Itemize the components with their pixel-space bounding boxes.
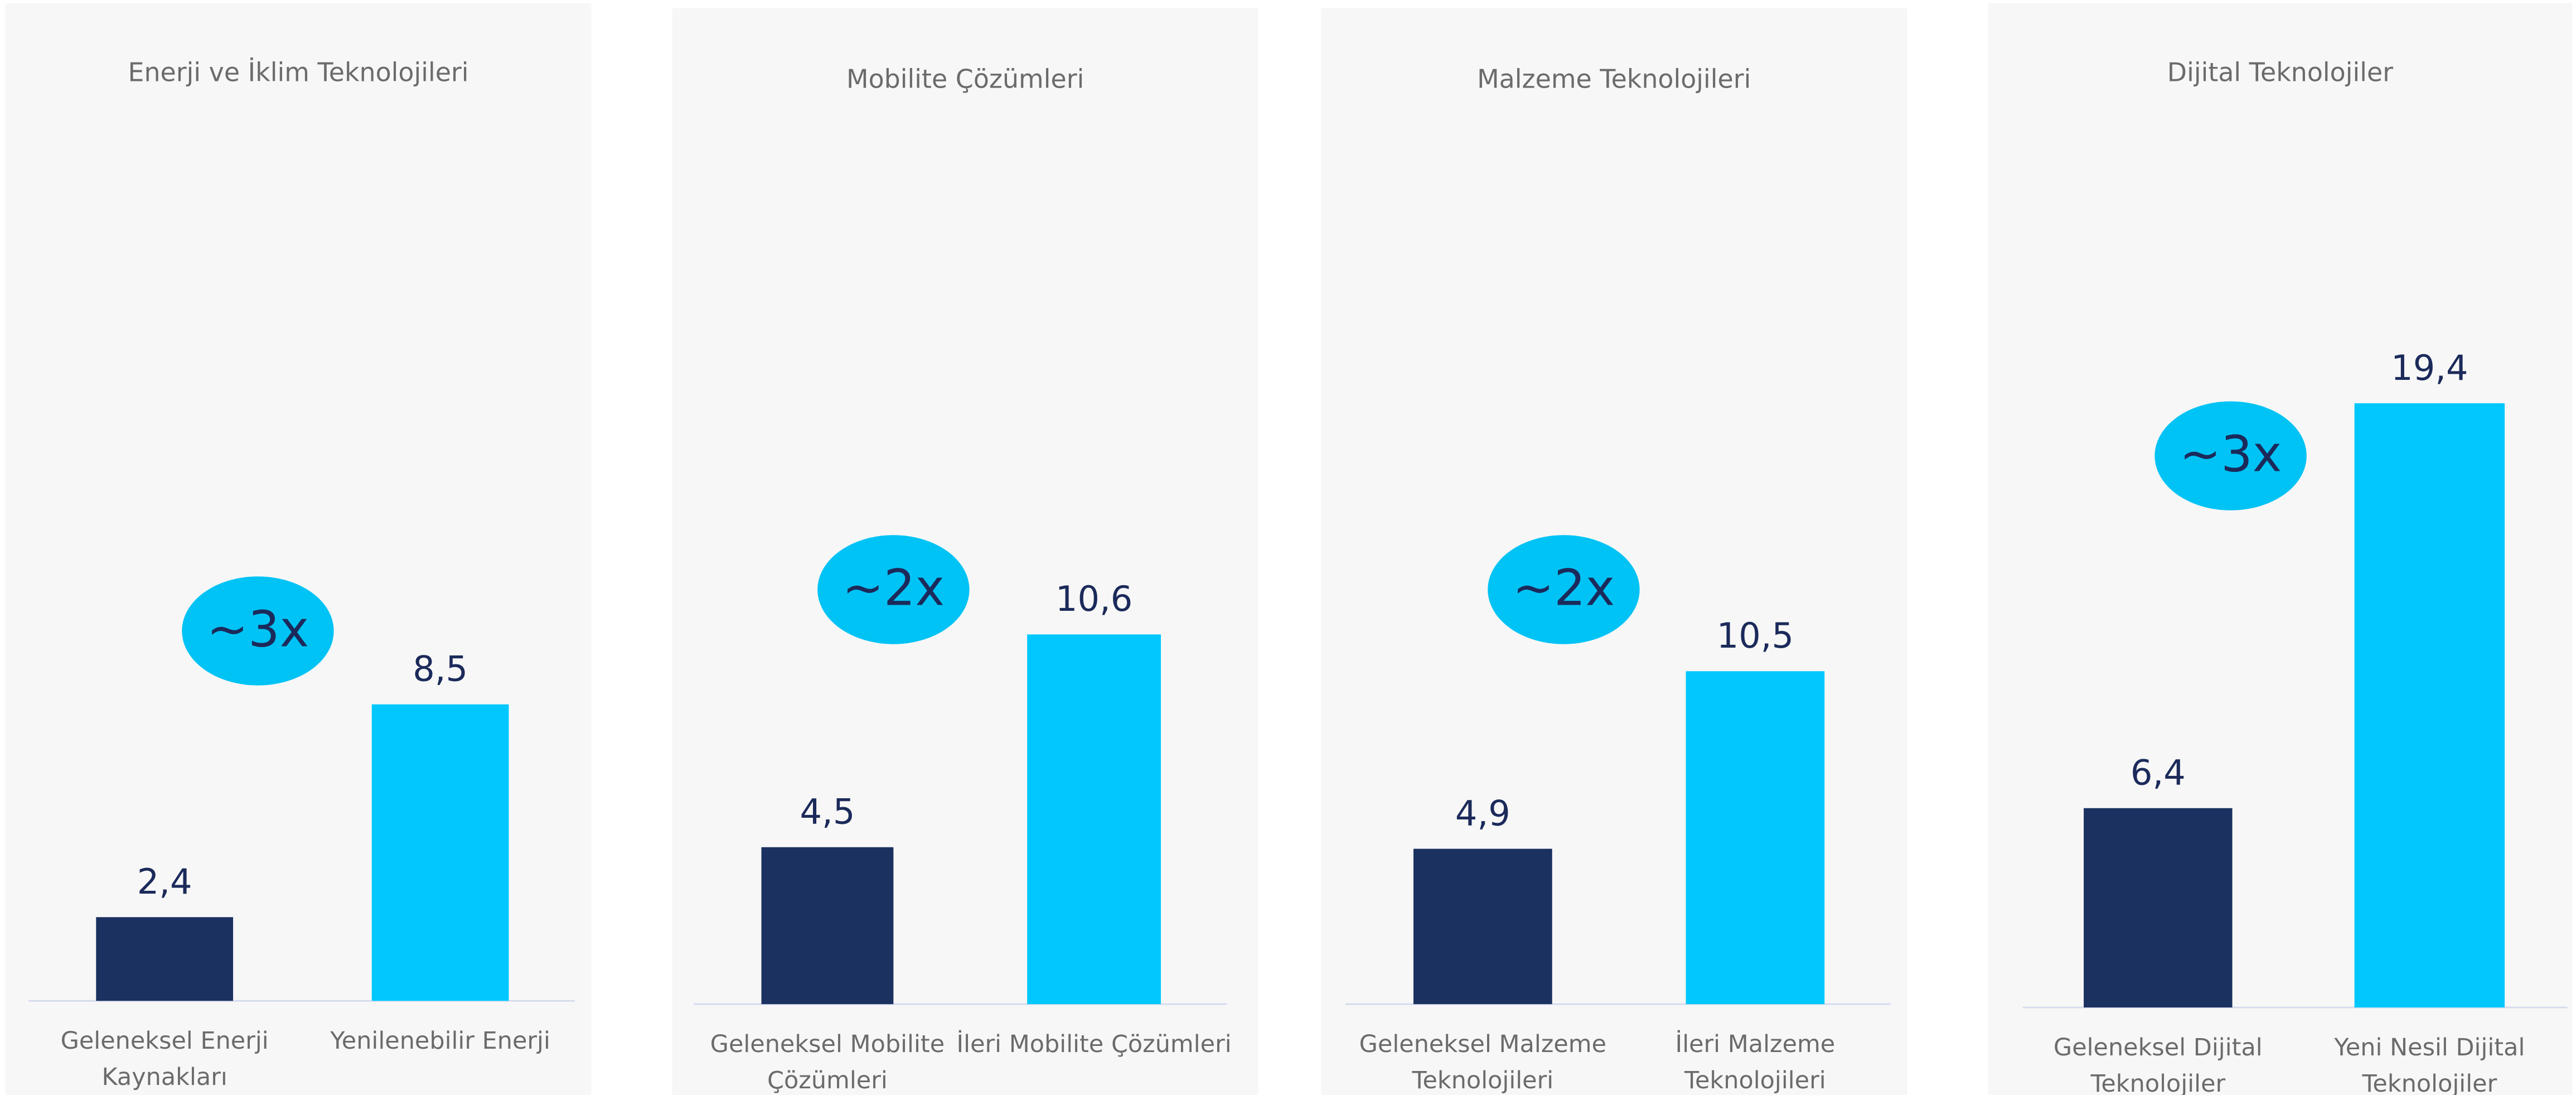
category-label: Yeni Nesil Dijital Teknolojiler (2334, 1035, 2525, 1095)
bar (1413, 848, 1552, 1005)
bar (761, 847, 894, 1005)
chart-title: Dijital Teknolojiler (2167, 57, 2393, 88)
annotation: ~2x (1513, 559, 1615, 616)
category-label: Geleneksel Enerji Kaynakları (60, 1029, 269, 1092)
chart-title: Enerji ve İklim Teknolojileri (128, 57, 468, 88)
value-label: 19,4 (2391, 348, 2468, 388)
bar (1027, 634, 1161, 1005)
value-label: 8,5 (413, 649, 468, 689)
category-label-box: Yeni Nesil Dijital Teknolojiler (2334, 1035, 2525, 1095)
value-label: 4,5 (800, 792, 855, 832)
category-label: Geleneksel Mobilite Çözümleri (710, 1032, 945, 1095)
category-label: Yenilenebilir Enerji (330, 1029, 550, 1055)
annotation-bubble (817, 535, 970, 644)
category-label-box: İleri Mobilite Çözümleri (956, 1032, 1232, 1059)
chart-title: Malzeme Teknolojileri (1477, 64, 1751, 94)
value-label: 10,5 (1717, 615, 1794, 656)
category-label-box: Yenilenebilir Enerji (330, 1029, 550, 1055)
category-label: Geleneksel Malzeme Teknolojileri (1359, 1032, 1607, 1095)
annotation-bubble (2154, 401, 2307, 510)
annotation: ~3x (2180, 426, 2282, 483)
category-label: Geleneksel Dijital Teknolojiler (2053, 1035, 2263, 1095)
category-label-box: Geleneksel Mobilite Çözümleri (710, 1032, 945, 1095)
category-label-box: Geleneksel Enerji Kaynakları (60, 1029, 269, 1092)
value-label: 6,4 (2130, 752, 2186, 793)
category-label: İleri Mobilite Çözümleri (956, 1032, 1232, 1059)
value-label: 2,4 (137, 861, 192, 902)
value-label: 10,6 (1055, 578, 1132, 619)
annotation-bubble (182, 576, 334, 686)
category-label-box: Geleneksel Dijital Teknolojiler (2053, 1035, 2263, 1095)
bar (96, 917, 234, 1001)
bar (2354, 403, 2505, 1008)
annotation-bubble (1488, 535, 1640, 644)
category-label-box: Geleneksel Malzeme Teknolojileri (1359, 1032, 1607, 1095)
bar (2084, 808, 2233, 1008)
panel (672, 8, 1258, 1095)
chart-title: Mobilite Çözümleri (846, 64, 1084, 94)
category-label: İleri Malzeme Teknolojileri (1675, 1032, 1836, 1095)
annotation: ~3x (207, 600, 309, 658)
category-label-box: İleri Malzeme Teknolojileri (1675, 1032, 1836, 1095)
bar (371, 704, 509, 1001)
value-label: 4,9 (1455, 793, 1510, 833)
annotation: ~2x (842, 559, 945, 616)
bar (1686, 671, 1825, 1005)
